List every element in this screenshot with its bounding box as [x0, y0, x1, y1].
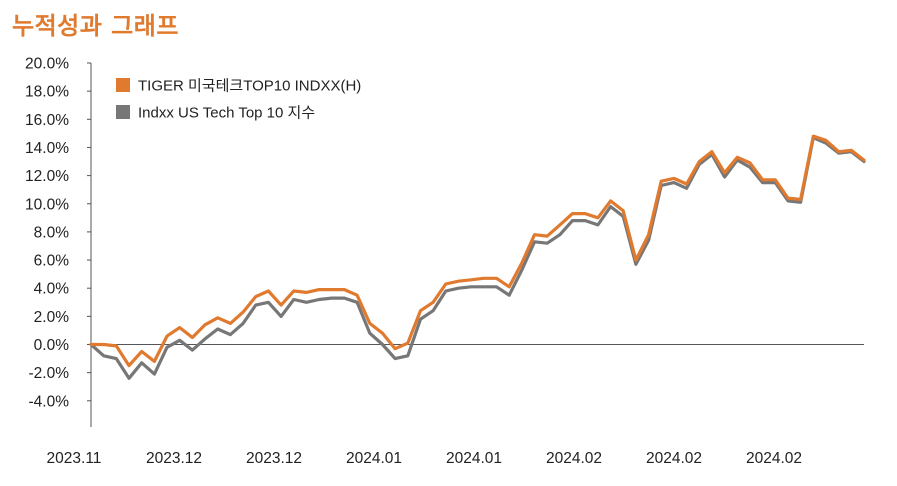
x-tick-label: 2024.01: [446, 450, 502, 467]
x-tick-label: 2023.12: [146, 450, 202, 467]
y-tick-label: 6.0%: [34, 253, 70, 270]
series-line-1: [89, 134, 866, 368]
y-tick-label: -2.0%: [29, 365, 70, 382]
legend-label: Indxx US Tech Top 10 지수: [138, 105, 315, 122]
page-title: 누적성과 그래프: [12, 12, 179, 40]
legend-label: TIGER 미국테크TOP10 INDXX(H): [138, 78, 361, 95]
y-tick-label: 8.0%: [34, 224, 70, 241]
x-axis: 2023.11 2023.12 2023.12 2024.01 2024.01 2024.…: [47, 450, 802, 467]
series-line-2: [89, 136, 866, 380]
x-tick-label: 2023.12: [246, 450, 302, 467]
legend: TIGER 미국테크TOP10 INDXX(H) Indxx US Tech To…: [116, 78, 361, 122]
y-tick-label: 14.0%: [25, 140, 69, 157]
legend-swatch: [116, 105, 130, 119]
y-tick-label: 10.0%: [25, 196, 69, 213]
x-tick-label: 2024.02: [546, 450, 602, 467]
y-tick-label: 2.0%: [34, 309, 70, 326]
y-tick-label: 4.0%: [34, 281, 70, 298]
x-tick-label: 2024.01: [346, 450, 402, 467]
y-tick-label: 0.0%: [34, 337, 70, 354]
x-tick-label: 2024.02: [746, 450, 802, 467]
y-tick-label: 18.0%: [25, 84, 69, 101]
y-tick-label: 20.0%: [25, 56, 69, 73]
y-tick-label: 16.0%: [25, 112, 69, 129]
x-tick-label: 2024.02: [646, 450, 702, 467]
legend-swatch: [116, 78, 130, 92]
y-tick-label: 12.0%: [25, 168, 69, 185]
y-tick-label: -4.0%: [29, 393, 70, 410]
series-lines: [89, 134, 866, 380]
x-tick-label: 2023.11: [47, 450, 102, 467]
y-axis: 20.0% 18.0% 16.0% 14.0% 12.0% 10.0% 8.0% 6.0% 4.…: [25, 56, 864, 427]
